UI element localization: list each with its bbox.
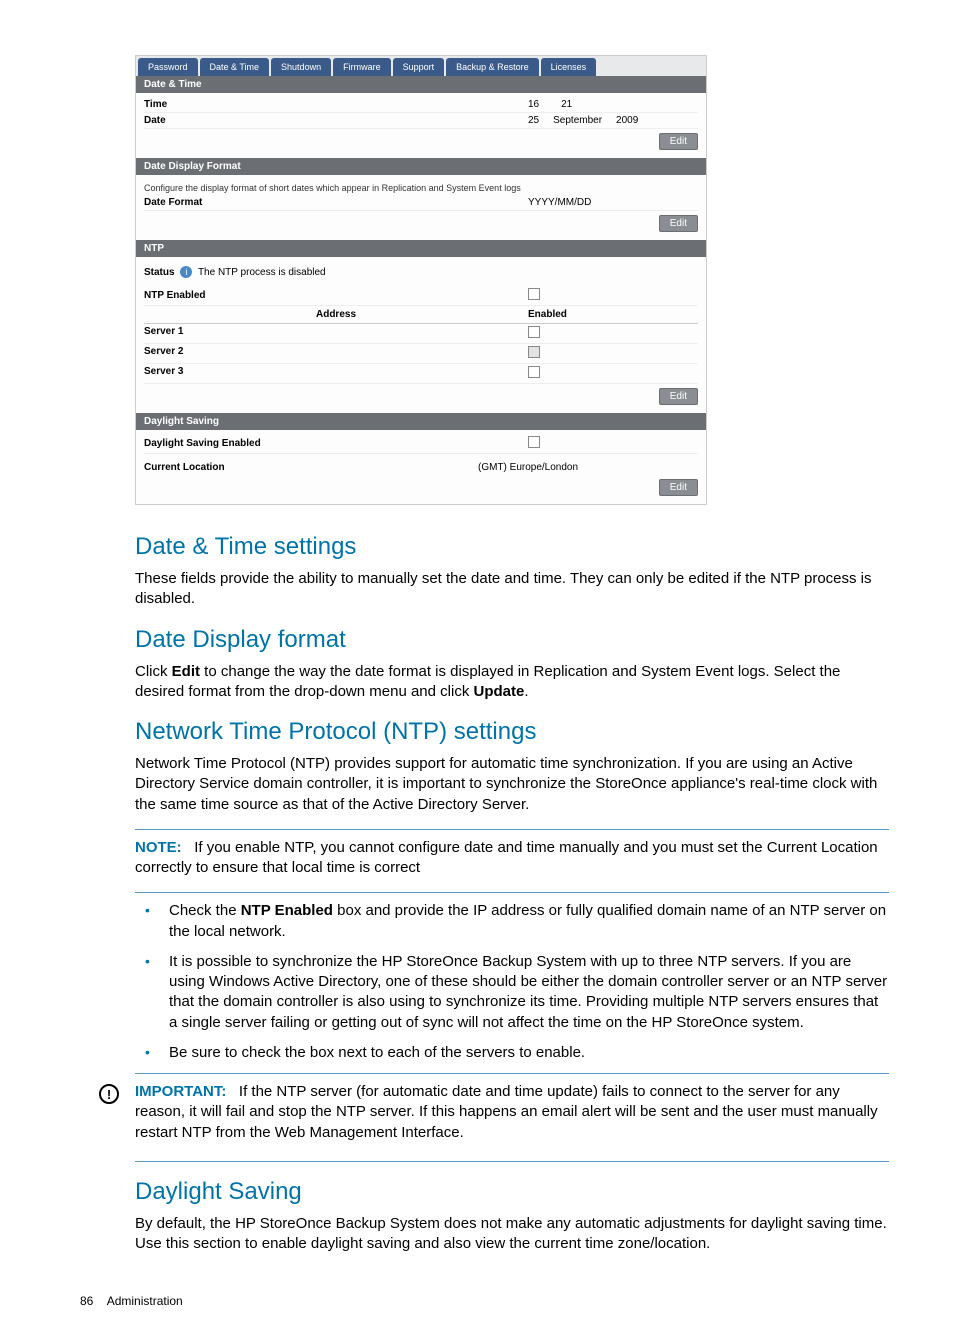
important-block: ! IMPORTANT: If the NTP server (for auto… xyxy=(99,1082,889,1153)
ntp-server1-label: Server 1 xyxy=(144,326,528,341)
datefmt-label: Date Format xyxy=(144,197,528,208)
tab-support[interactable]: Support xyxy=(393,58,445,76)
tab-firmware[interactable]: Firmware xyxy=(333,58,391,76)
ntp-server3-checkbox[interactable] xyxy=(528,366,540,378)
section-header-dst: Daylight Saving xyxy=(136,413,706,430)
para-dst: By default, the HP StoreOnce Backup Syst… xyxy=(135,1214,889,1255)
tab-licenses[interactable]: Licenses xyxy=(541,58,597,76)
divider xyxy=(135,829,889,830)
note-label: NOTE: xyxy=(135,839,182,856)
ntp-server2-checkbox[interactable] xyxy=(528,346,540,358)
ntp-status-label: Status xyxy=(144,267,175,278)
dst-location-label: Current Location xyxy=(144,462,478,473)
dst-location-value: (GMT) Europe/London xyxy=(478,462,698,473)
important-label: IMPORTANT: xyxy=(135,1083,226,1100)
ntp-enabled-label: NTP Enabled xyxy=(144,290,528,301)
edit-datetime-button[interactable]: Edit xyxy=(659,133,698,150)
para-ntp: Network Time Protocol (NTP) provides sup… xyxy=(135,754,889,815)
footer-text: Administration xyxy=(107,1294,183,1308)
tab-date-time[interactable]: Date & Time xyxy=(200,58,270,76)
info-icon: i xyxy=(180,266,192,278)
ntp-status-text: The NTP process is disabled xyxy=(198,267,326,278)
dst-enabled-checkbox[interactable] xyxy=(528,436,540,448)
section-header-datefmt: Date Display Format xyxy=(136,158,706,175)
ntp-enabled-header: Enabled xyxy=(528,309,698,320)
heading-datetime-settings: Date & Time settings xyxy=(135,533,889,561)
section-header-datetime: Date & Time xyxy=(136,76,706,93)
tab-backup-restore[interactable]: Backup & Restore xyxy=(446,58,539,76)
date-label: Date xyxy=(144,115,528,126)
tab-password[interactable]: Password xyxy=(138,58,198,76)
heading-ntp-settings: Network Time Protocol (NTP) settings xyxy=(135,718,889,746)
bullet-3: Be sure to check the box next to each of… xyxy=(135,1043,889,1063)
ntp-address-header: Address xyxy=(144,309,528,320)
dst-enabled-label: Daylight Saving Enabled xyxy=(144,438,528,449)
tab-shutdown[interactable]: Shutdown xyxy=(271,58,331,76)
bullet-list: Check the NTP Enabled box and provide th… xyxy=(135,901,889,1063)
ntp-server1-checkbox[interactable] xyxy=(528,326,540,338)
edit-dst-button[interactable]: Edit xyxy=(659,479,698,496)
edit-ntp-button[interactable]: Edit xyxy=(659,388,698,405)
date-year: 2009 xyxy=(616,115,638,126)
edit-datefmt-button[interactable]: Edit xyxy=(659,215,698,232)
bullet-2: It is possible to synchronize the HP Sto… xyxy=(135,952,889,1033)
time-label: Time xyxy=(144,99,528,110)
tab-bar: Password Date & Time Shutdown Firmware S… xyxy=(136,56,706,76)
section-header-ntp: NTP xyxy=(136,240,706,257)
note-block: NOTE: If you enable NTP, you cannot conf… xyxy=(135,838,889,879)
date-day: 25 xyxy=(528,115,539,126)
heading-date-display-format: Date Display format xyxy=(135,626,889,654)
para-datefmt: Click Edit to change the way the date fo… xyxy=(135,662,889,703)
time-minute: 21 xyxy=(561,99,572,110)
page-footer: 86 Administration xyxy=(80,1294,889,1308)
para-datetime: These fields provide the ability to manu… xyxy=(135,569,889,610)
ntp-server3-label: Server 3 xyxy=(144,366,528,381)
datefmt-value: YYYY/MM/DD xyxy=(528,197,698,208)
important-icon: ! xyxy=(99,1084,119,1104)
divider xyxy=(135,1161,889,1162)
page-number: 86 xyxy=(80,1294,93,1308)
datefmt-note: Configure the display format of short da… xyxy=(144,179,698,195)
divider xyxy=(135,1073,889,1074)
ntp-enabled-checkbox[interactable] xyxy=(528,288,540,300)
heading-daylight-saving: Daylight Saving xyxy=(135,1178,889,1206)
date-month: September xyxy=(553,115,602,126)
ntp-server2-label: Server 2 xyxy=(144,346,528,361)
time-hour: 16 xyxy=(528,99,539,110)
divider xyxy=(135,892,889,893)
settings-panel: Password Date & Time Shutdown Firmware S… xyxy=(135,55,707,505)
bullet-1: Check the NTP Enabled box and provide th… xyxy=(135,901,889,942)
